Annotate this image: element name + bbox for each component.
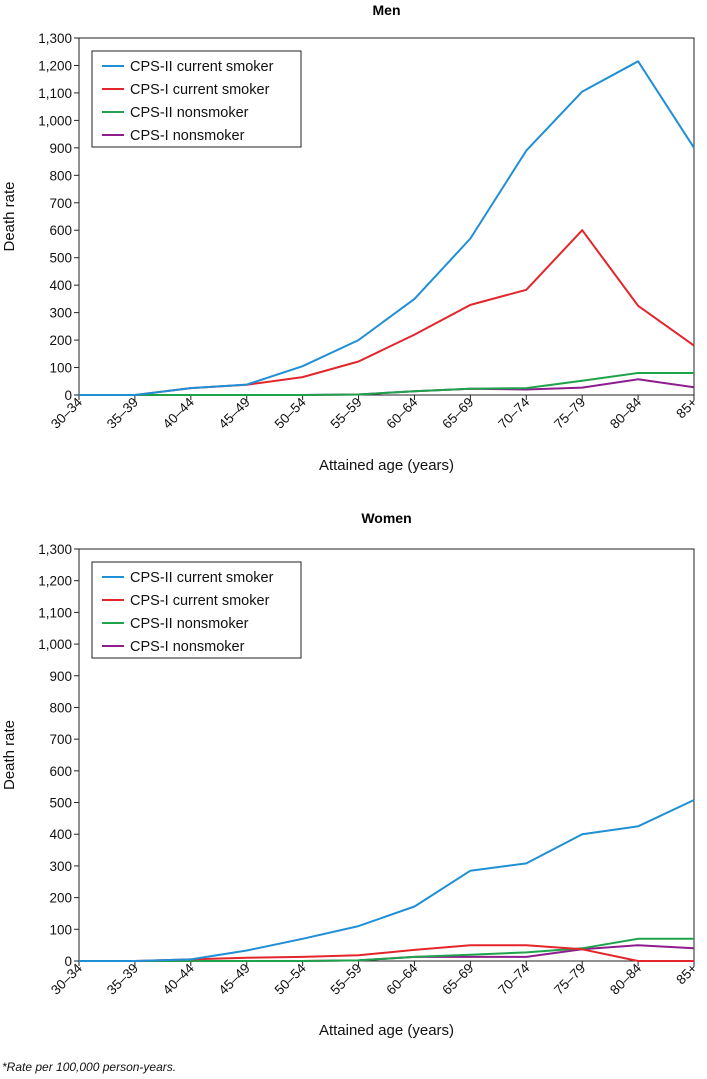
y-tick-label: 400 — [49, 278, 72, 293]
series-line-cps-ii-current-smoker — [79, 799, 695, 962]
legend-label: CPS-II current smoker — [130, 570, 274, 586]
plot-frame — [78, 548, 695, 962]
y-tick-label: 200 — [49, 891, 72, 906]
chart-men: Men 0 100 200 300 400 500 600 700 800 900 1,000 1,10… — [1, 2, 700, 474]
x-tick-label: 65–69 — [439, 395, 476, 432]
series-line-cps-ii-nonsmoker — [79, 372, 694, 396]
chart-title: Women — [361, 510, 411, 526]
x-tick-label: 80–84 — [607, 394, 644, 431]
y-tick-label: 600 — [49, 764, 72, 779]
y-tick-label: 800 — [49, 168, 72, 183]
y-tick-label: 900 — [49, 669, 72, 684]
y-tick-label: 1,200 — [38, 58, 72, 73]
y-tick-label: 1,200 — [38, 574, 72, 589]
x-tick-label: 35–39 — [104, 961, 141, 998]
chart-women: Women 0 100 200 300 400 500 600 700 800 900 1,000 1,… — [1, 510, 700, 1039]
x-tick-label: 45–49 — [216, 395, 253, 432]
y-tick-label: 800 — [49, 700, 72, 715]
x-tick-label: 85+ — [673, 394, 700, 421]
y-tick-label: 300 — [49, 859, 72, 874]
y-tick-label: 1,100 — [38, 86, 72, 101]
legend-label: CPS-I current smoker — [130, 593, 270, 609]
x-tick-label: 35–39 — [104, 395, 141, 432]
legend-box — [91, 561, 302, 659]
y-tick-label: 500 — [49, 796, 72, 811]
legend-label: CPS-II nonsmoker — [130, 616, 249, 632]
x-tick-label: 50–54 — [272, 394, 309, 431]
y-tick-label: 300 — [49, 306, 72, 321]
y-tick-label: 1,000 — [38, 637, 72, 652]
x-axis-label: Attained age (years) — [319, 457, 454, 474]
x-tick-label: 65–69 — [439, 961, 476, 998]
x-tick-label: 70–74 — [495, 394, 532, 431]
legend-label: CPS-I nonsmoker — [130, 639, 245, 655]
x-tick-label: 85+ — [673, 960, 700, 987]
x-tick-label: 50–54 — [272, 960, 309, 997]
y-tick-label: 0 — [64, 388, 72, 403]
y-tick-label: 1,300 — [38, 542, 72, 557]
series-line-cps-ii-nonsmoker — [79, 937, 694, 962]
plot-frame — [78, 37, 695, 396]
y-tick-label: 100 — [49, 361, 72, 376]
x-tick-label: 55–59 — [328, 961, 365, 998]
x-tick-label: 75–79 — [551, 395, 588, 432]
y-tick-label: 1,100 — [38, 605, 72, 620]
y-tick-label: 600 — [49, 223, 72, 238]
footnote: *Rate per 100,000 person-years. — [2, 1060, 177, 1074]
y-tick-label: 700 — [49, 732, 72, 747]
legend-label: CPS-II current smoker — [130, 59, 274, 75]
y-tick-label: 200 — [49, 333, 72, 348]
y-tick-label: 900 — [49, 141, 72, 156]
chart-title: Men — [373, 2, 401, 18]
x-tick-label: 60–64 — [383, 960, 420, 997]
x-tick-label: 40–44 — [160, 394, 197, 431]
x-tick-label: 70–74 — [495, 960, 532, 997]
legend-label: CPS-II nonsmoker — [130, 105, 249, 121]
x-tick-label: 45–49 — [216, 961, 253, 998]
y-tick-label: 700 — [49, 196, 72, 211]
y-axis-label: Death rate — [1, 720, 18, 790]
x-tick-label: 75–79 — [551, 961, 588, 998]
y-tick-label: 1,300 — [38, 31, 72, 46]
series-line-cps-ii-current-smoker — [79, 60, 695, 396]
series-line-cps-i-current-smoker — [79, 229, 695, 396]
y-tick-label: 400 — [49, 827, 72, 842]
legend-label: CPS-I nonsmoker — [130, 128, 245, 144]
y-tick-label: 0 — [64, 954, 72, 969]
legend-box — [91, 50, 302, 148]
y-tick-label: 100 — [49, 922, 72, 937]
x-axis-label: Attained age (years) — [319, 1022, 454, 1039]
x-tick-label: 80–84 — [607, 960, 644, 997]
y-axis-label: Death rate — [1, 181, 18, 251]
y-tick-label: 1,000 — [38, 113, 72, 128]
x-tick-label: 55–59 — [328, 395, 365, 432]
y-tick-label: 500 — [49, 251, 72, 266]
x-tick-label: 40–44 — [160, 960, 197, 997]
x-tick-label: 60–64 — [383, 394, 420, 431]
legend-label: CPS-I current smoker — [130, 82, 270, 98]
